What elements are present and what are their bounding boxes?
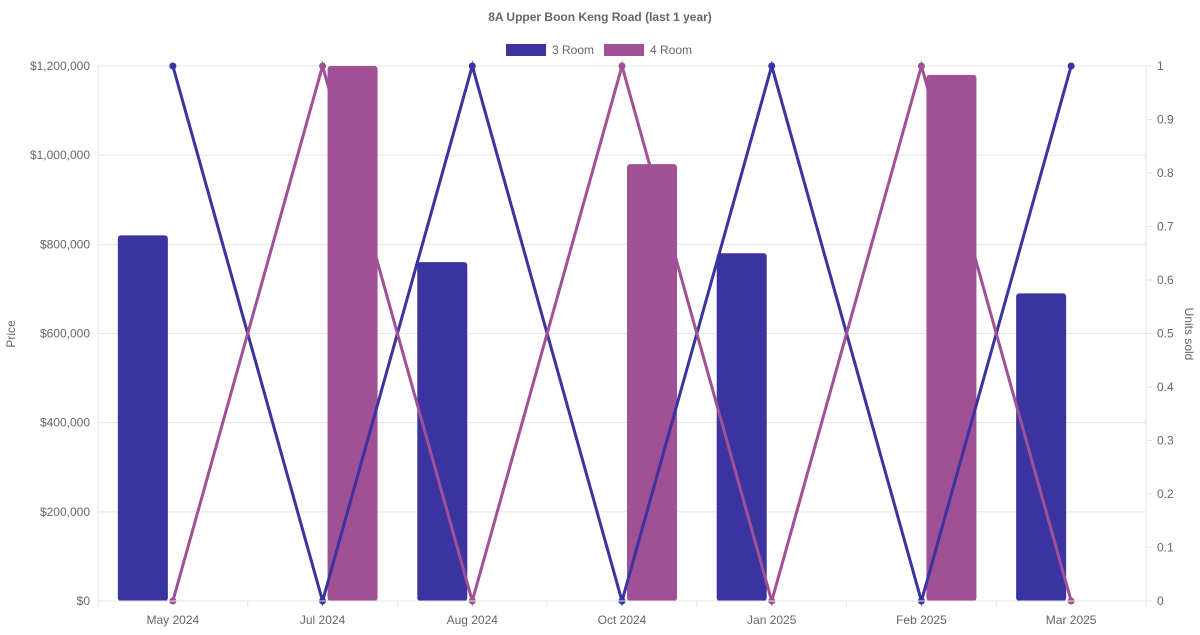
y2-tick-label: 0.3 bbox=[1157, 434, 1174, 448]
chart-title: 8A Upper Boon Keng Road (last 1 year) bbox=[488, 10, 712, 24]
y-tick-label: $0 bbox=[77, 594, 91, 608]
legend-swatch-3-room bbox=[506, 44, 546, 56]
point-4-room bbox=[917, 62, 925, 70]
bar-3-room bbox=[716, 253, 767, 601]
bar-3-room bbox=[117, 235, 168, 601]
legend-swatch-4-room bbox=[604, 44, 645, 56]
y-tick-label: $1,200,000 bbox=[30, 59, 90, 73]
bar-3-room bbox=[417, 262, 468, 601]
bars bbox=[117, 66, 1067, 602]
point-4-room bbox=[618, 62, 626, 70]
y2-tick-label: 0.7 bbox=[1157, 220, 1174, 234]
y-tick-label: $400,000 bbox=[40, 416, 90, 430]
y2-tick-label: 0.9 bbox=[1157, 113, 1174, 127]
x-tick-label: Feb 2025 bbox=[896, 613, 947, 627]
point-3-room bbox=[169, 62, 177, 70]
x-tick-label: Oct 2024 bbox=[598, 613, 647, 627]
y2-tick-label: 0.5 bbox=[1157, 327, 1174, 341]
point-4-room bbox=[319, 62, 327, 70]
bar-4-room bbox=[327, 66, 378, 601]
legend-label-3-room: 3 Room bbox=[552, 43, 594, 57]
point-3-room bbox=[768, 62, 776, 70]
y2-tick-label: 1 bbox=[1157, 59, 1164, 73]
legend-label-4-room: 4 Room bbox=[650, 43, 692, 57]
axes: $0 $200,000 $400,000 $600,000 $800,000 $1,000… bbox=[30, 59, 1174, 627]
y2-tick-label: 0 bbox=[1157, 594, 1164, 608]
y2-tick-label: 0.6 bbox=[1157, 273, 1174, 287]
x-tick-label: May 2024 bbox=[147, 613, 200, 627]
bar-3-room bbox=[1016, 293, 1067, 601]
y-tick-label: $1,000,000 bbox=[30, 148, 90, 162]
y2-axis-label: Units sold bbox=[1182, 308, 1196, 361]
y2-tick-label: 0.8 bbox=[1157, 166, 1174, 180]
y2-tick-label: 0.4 bbox=[1157, 380, 1174, 394]
grid bbox=[97, 65, 1147, 607]
y2-tick-label: 0.2 bbox=[1157, 487, 1174, 501]
x-tick-label: Jul 2024 bbox=[300, 613, 346, 627]
bar-4-room bbox=[926, 74, 977, 601]
x-tick-label: Aug 2024 bbox=[447, 613, 499, 627]
y-axis-label: Price bbox=[4, 320, 18, 348]
x-tick-label: Jan 2025 bbox=[747, 613, 797, 627]
x-tick-label: Mar 2025 bbox=[1046, 613, 1097, 627]
y-tick-label: $600,000 bbox=[40, 327, 90, 341]
point-3-room bbox=[468, 62, 476, 70]
y-tick-label: $200,000 bbox=[40, 505, 90, 519]
legend: 3 Room 4 Room bbox=[506, 43, 692, 57]
y2-tick-label: 0.1 bbox=[1157, 541, 1174, 555]
y-tick-label: $800,000 bbox=[40, 237, 90, 251]
point-3-room bbox=[1067, 62, 1075, 70]
bar-4-room bbox=[627, 164, 677, 602]
